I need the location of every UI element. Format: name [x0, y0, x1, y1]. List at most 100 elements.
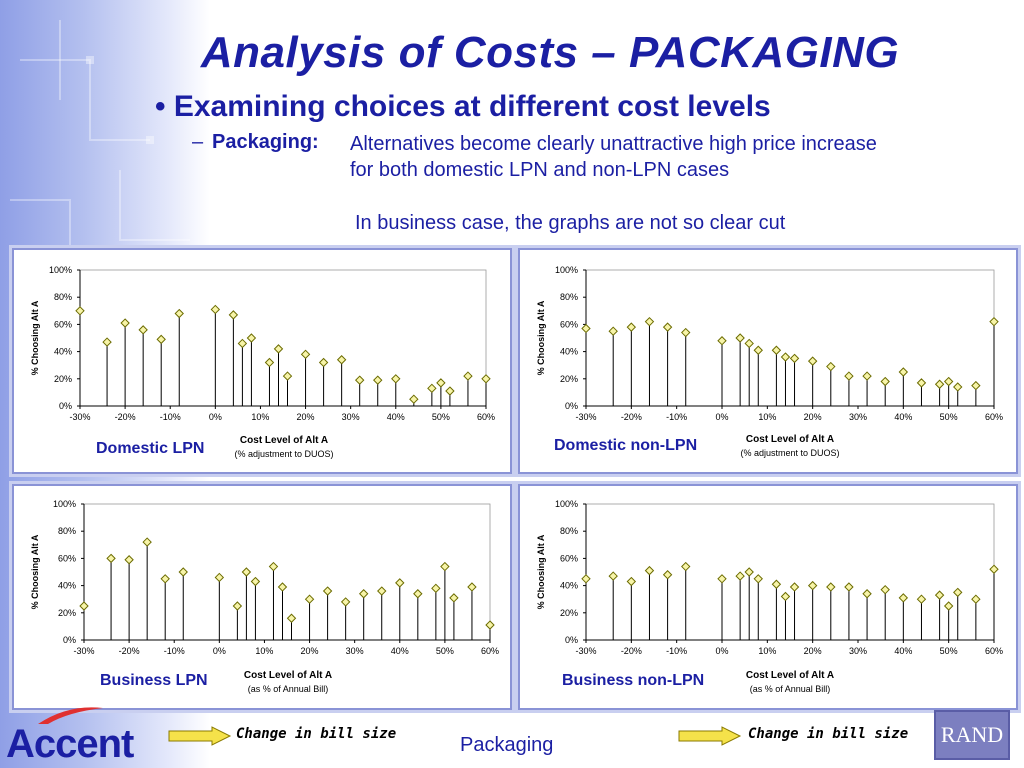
data-point	[744, 567, 754, 577]
data-point	[681, 327, 691, 338]
data-point	[780, 352, 791, 362]
sub-bullet-line-2: for both domestic LPN and non-LPN cases	[350, 159, 730, 181]
data-point	[282, 371, 293, 381]
chart-business-lpn: 0% 20% 40% 60% 80% 100% -30% -20% -10% 0% 10% 20% 30…	[30, 499, 499, 656]
arrow-right-icon	[168, 726, 232, 746]
data-point	[246, 333, 257, 343]
data-point	[79, 601, 89, 611]
data-point	[898, 593, 909, 603]
bullet-heading: • Examining choices at different cost le…	[155, 90, 771, 123]
y-tick-label: 0%	[565, 635, 578, 645]
data-point	[880, 376, 890, 387]
data-point	[440, 561, 450, 572]
data-point	[277, 582, 288, 592]
x-tick-label: 40%	[894, 646, 912, 656]
data-point	[916, 378, 927, 388]
data-point	[75, 306, 85, 316]
data-point	[413, 589, 423, 599]
data-point	[626, 322, 637, 332]
data-point	[771, 579, 782, 589]
note-text: In business case, the graphs are not so …	[355, 212, 786, 234]
sub-bullet-dash: –	[192, 131, 204, 153]
y-tick-label: 60%	[54, 319, 72, 329]
data-point	[753, 345, 763, 355]
y-tick-label: 100%	[555, 265, 578, 275]
data-point	[358, 589, 369, 599]
data-point	[644, 565, 655, 576]
data-point	[644, 316, 655, 327]
data-point	[971, 594, 981, 604]
accent-logo: Accent	[6, 722, 134, 766]
arrow-right-icon	[678, 726, 742, 746]
data-point	[898, 367, 909, 377]
data-point	[662, 322, 673, 332]
panel-label: Domestic LPN	[96, 440, 205, 457]
chart-panel-domestic-lpn: 0% 20% 40% 60% 80% 100% -30% -20% -10% 0% 10% 20% 30…	[12, 248, 512, 474]
data-point	[463, 371, 473, 381]
data-point	[377, 586, 387, 596]
data-point	[971, 380, 981, 391]
rand-logo: RAND	[934, 710, 1010, 760]
data-point	[989, 316, 999, 327]
x-tick-label: -20%	[115, 412, 136, 422]
sub-bullet-label: Packaging:	[212, 131, 319, 153]
data-point	[214, 572, 225, 583]
data-point	[934, 379, 945, 389]
x-tick-label: 0%	[715, 646, 728, 656]
panel-label: Business non-LPN	[562, 672, 705, 689]
data-point	[934, 590, 945, 600]
data-point	[436, 378, 446, 388]
x-tick-label: 60%	[477, 412, 495, 422]
x-tick-label: 10%	[255, 646, 273, 656]
y-tick-label: 20%	[560, 374, 578, 384]
data-point	[178, 567, 188, 577]
data-point	[160, 574, 170, 584]
y-tick-label: 60%	[560, 319, 578, 329]
x-tick-label: 30%	[346, 646, 364, 656]
sub-bullet-text: Alternatives become clearly unattractive…	[350, 131, 990, 183]
y-tick-label: 100%	[49, 265, 72, 275]
data-point	[106, 553, 116, 564]
data-point	[138, 325, 148, 335]
panel-label: Domestic non-LPN	[554, 437, 698, 454]
data-point	[228, 310, 239, 320]
y-tick-label: 60%	[560, 553, 578, 563]
chart-panel-business-lpn: 0% 20% 40% 60% 80% 100% -30% -20% -10% 0% 10% 20% 30…	[12, 484, 512, 710]
data-point	[943, 601, 954, 611]
accent-swoosh-icon	[38, 707, 103, 724]
y-tick-label: 80%	[54, 292, 72, 302]
data-point	[485, 620, 495, 630]
y-tick-label: 80%	[560, 526, 578, 536]
data-point	[391, 374, 401, 384]
bill-size-label: Change in bill size	[748, 726, 909, 742]
x-axis-title: Cost Level of Alt A	[239, 435, 329, 446]
x-axis-title: Cost Level of Alt A	[243, 670, 333, 681]
data-point	[608, 571, 618, 581]
x-tick-label: -20%	[621, 646, 642, 656]
chart-panel-domestic-non-lpn: 0% 20% 40% 60% 80% 100% -30% -20% -10% 0% 10% 20% 30…	[518, 248, 1018, 474]
y-tick-label: 0%	[565, 401, 578, 411]
y-tick-label: 20%	[54, 374, 72, 384]
x-tick-label: -30%	[69, 412, 90, 422]
x-tick-label: 40%	[387, 412, 405, 422]
x-tick-label: 50%	[432, 412, 450, 422]
x-tick-label: 0%	[213, 646, 226, 656]
chart-domestic-non-lpn: 0% 20% 40% 60% 80% 100% -30% -20% -10% 0% 10% 20% 30…	[536, 265, 1003, 422]
x-tick-label: -10%	[666, 646, 687, 656]
y-tick-label: 80%	[58, 526, 76, 536]
footer-text: Packaging	[460, 734, 554, 756]
y-axis-title: % Choosing Alt A	[536, 300, 546, 375]
x-tick-label: -30%	[575, 412, 596, 422]
chart-business-non-lpn: 0% 20% 40% 60% 80% 100% -30% -20% -10% 0% 10% 20% 30…	[536, 499, 1003, 656]
x-tick-label: -30%	[73, 646, 94, 656]
data-point	[373, 375, 383, 385]
data-point	[862, 589, 872, 599]
x-tick-label: 50%	[940, 412, 958, 422]
data-point	[336, 355, 347, 365]
y-tick-label: 100%	[555, 499, 578, 509]
data-point	[237, 338, 248, 349]
data-point	[916, 594, 927, 604]
x-axis-title: Cost Level of Alt A	[745, 670, 835, 681]
data-point	[789, 582, 800, 592]
data-point	[844, 371, 854, 381]
